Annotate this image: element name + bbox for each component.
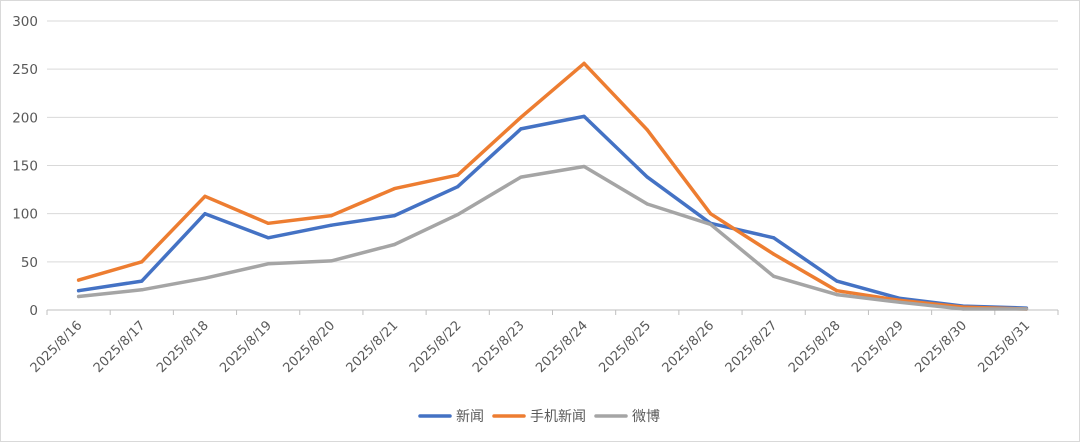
series-lines [76,61,1029,311]
data-point [645,175,649,179]
data-point [392,187,397,191]
data-point [203,212,207,216]
data-point [392,242,397,247]
data-point [266,221,270,225]
x-tick-label: 2025/8/16 [28,318,86,376]
data-point [203,276,207,280]
x-tick-label: 2025/8/28 [786,318,844,376]
data-point [835,279,839,283]
legend: 新闻 手机新闻 微博 [418,408,660,425]
x-tick-label: 2025/8/23 [470,318,528,376]
data-point [329,259,333,263]
x-tick-label: 2025/8/29 [849,318,907,376]
data-point [582,61,586,65]
x-tick-label: 2025/8/26 [660,318,718,376]
x-tick-label: 2025/8/19 [217,318,275,376]
data-point [266,262,270,266]
data-point [76,278,81,282]
data-point [835,292,839,297]
data-point [266,236,270,240]
y-tick-label: 150 [12,159,38,175]
data-point [76,294,81,299]
legend-label: 手机新闻 [530,409,586,425]
data-point [76,289,81,293]
data-point [519,127,523,131]
data-point [1024,307,1029,311]
x-tick-label: 2025/8/25 [596,318,654,376]
data-point [519,175,523,179]
legend-label: 微博 [632,408,660,425]
data-point [961,307,965,311]
data-point [582,164,586,169]
x-tick-label: 2025/8/18 [154,318,212,376]
y-tick-label: 0 [29,303,38,319]
gridlines [47,20,1058,311]
data-point [203,194,207,198]
data-point [708,212,713,216]
data-point [392,213,397,218]
data-point [456,173,460,177]
y-tick-label: 250 [12,62,38,78]
data-point [519,115,523,119]
data-point [772,274,776,278]
data-point [456,185,460,189]
data-point [456,213,460,217]
x-tick-label: 2025/8/30 [912,318,970,376]
x-tick-label: 2025/8/22 [407,318,465,376]
x-axis: 2025/8/16 2025/8/17 2025/8/18 2025/8/19 2025… [28,310,1059,376]
y-tick-label: 100 [12,207,38,223]
data-point [329,213,333,218]
y-axis: 0 50 100 150 200 250 300 [12,14,38,319]
data-point [140,288,144,292]
x-tick-label: 2025/8/21 [344,318,402,376]
data-point [329,223,333,227]
x-tick-label: 2025/8/20 [280,318,338,376]
y-tick-label: 300 [12,14,38,30]
legend-label: 新闻 [456,409,484,425]
y-tick-label: 50 [21,255,38,271]
x-tick-label: 2025/8/27 [723,318,781,376]
data-point [772,236,776,240]
data-point [708,222,713,226]
data-point [582,114,586,118]
x-tick-label: 2025/8/24 [533,318,591,376]
data-point [645,202,649,206]
data-point [898,300,902,304]
data-point [140,279,144,283]
y-tick-label: 200 [12,110,38,126]
data-point [835,289,839,293]
x-tick-label: 2025/8/17 [91,318,149,376]
data-point [140,260,144,264]
data-point [772,252,776,256]
data-point [645,128,649,132]
series-line-1 [76,114,1029,310]
series-line-2 [76,61,1029,311]
series-line-3 [76,164,1029,311]
x-tick-label: 2025/8/31 [975,318,1033,376]
